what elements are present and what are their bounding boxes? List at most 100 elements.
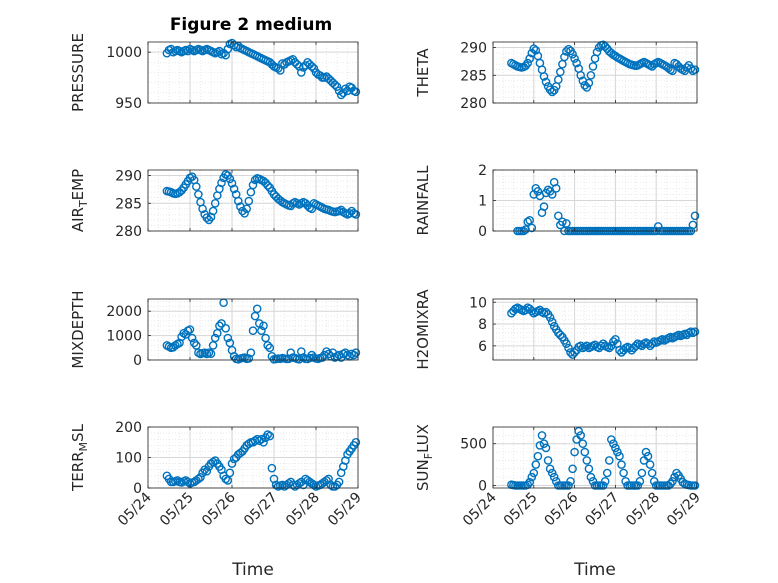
axes-box — [147, 41, 359, 104]
data-point — [527, 306, 537, 316]
data-point — [244, 354, 254, 363]
y-tick-label: 290 — [460, 41, 487, 57]
subplot-5: 0 1000 2000 MIXDEPTH — [69, 290, 361, 369]
data-point — [690, 211, 700, 221]
data-point — [221, 474, 230, 484]
x-tick-label: 05/28 — [283, 490, 323, 530]
data-point — [265, 343, 275, 353]
data-point — [670, 472, 679, 482]
x-tick-label: 05/24 — [460, 489, 500, 529]
data-point — [183, 46, 193, 56]
data-point — [554, 75, 563, 84]
data-point — [248, 326, 258, 336]
data-point — [210, 333, 220, 343]
data-point — [296, 68, 306, 77]
data-point — [592, 47, 602, 57]
data-point — [523, 58, 533, 68]
data-point — [564, 343, 573, 353]
data-point — [225, 468, 235, 478]
data-point — [578, 439, 588, 449]
x-tick-label: 05/28 — [623, 490, 663, 530]
subplot-4: 0 1 2 RAINFALL — [414, 163, 700, 240]
data-point — [521, 305, 530, 315]
data-point — [558, 217, 567, 227]
data-point — [527, 472, 537, 482]
data-point — [206, 349, 216, 359]
data-point — [261, 333, 270, 343]
data-point — [525, 477, 535, 487]
data-point — [637, 468, 647, 478]
data-point — [330, 482, 340, 491]
data-point — [556, 330, 565, 340]
data-point — [208, 206, 218, 216]
data-point — [529, 44, 539, 54]
data-point — [332, 82, 342, 91]
data-point — [560, 52, 569, 62]
data-point — [523, 217, 533, 227]
data-point — [194, 474, 203, 484]
data-point — [543, 456, 553, 465]
data-point — [210, 198, 220, 208]
data-point — [259, 321, 268, 331]
data-point — [596, 341, 606, 351]
data-point — [547, 87, 557, 97]
data-point — [244, 196, 254, 206]
data-point — [294, 479, 304, 488]
data-point — [267, 463, 277, 473]
data-point — [576, 71, 586, 80]
data-point — [588, 62, 598, 71]
x-axis-label: Time — [573, 560, 616, 580]
data-point — [615, 451, 624, 461]
data-point — [551, 183, 561, 193]
data-point — [666, 479, 675, 489]
y-tick-label: 0 — [478, 224, 487, 240]
data-point — [223, 333, 233, 343]
data-point — [227, 178, 237, 188]
data-point — [217, 319, 226, 328]
data-point — [208, 457, 218, 467]
data-point — [273, 64, 283, 73]
data-point — [198, 204, 207, 214]
data-point — [221, 323, 230, 333]
y-tick-label: 0 — [478, 478, 487, 494]
y-tick-label: 950 — [115, 96, 142, 112]
data-point — [286, 348, 296, 358]
data-point — [315, 71, 325, 80]
data-point — [191, 182, 201, 191]
data-point — [187, 333, 197, 343]
data-point — [566, 476, 575, 486]
y-axis-label: MIXDEPTH — [69, 290, 87, 368]
subplot-2: 280 285 290 THETA — [414, 40, 700, 112]
data-point — [185, 325, 195, 334]
data-point — [690, 327, 700, 337]
data-point — [223, 44, 233, 54]
data-point — [217, 178, 226, 188]
data-point — [686, 64, 696, 73]
data-point — [341, 84, 350, 94]
data-point — [570, 447, 579, 457]
data-point — [259, 437, 268, 447]
axes-box — [492, 298, 698, 361]
data-point — [562, 339, 571, 349]
y-axis-label: PRESSURE — [69, 33, 87, 112]
data-point — [688, 220, 698, 230]
x-tick-label: 05/26 — [199, 489, 239, 529]
data-point — [576, 431, 586, 440]
y-tick-label: 500 — [460, 437, 487, 453]
data-point — [600, 42, 610, 51]
data-point — [541, 307, 551, 317]
data-point — [545, 464, 555, 474]
data-point — [645, 460, 655, 469]
y-tick-label: 10 — [469, 295, 487, 311]
data-point — [189, 338, 199, 348]
data-point — [351, 87, 361, 97]
data-point — [554, 211, 563, 221]
data-point — [568, 464, 577, 474]
data-point — [672, 468, 681, 478]
data-point — [613, 447, 622, 457]
data-point — [202, 466, 212, 476]
data-point — [322, 347, 331, 356]
y-tick-label: 0 — [133, 353, 142, 369]
x-tick-label: 05/29 — [325, 490, 365, 530]
data-point — [271, 480, 281, 490]
